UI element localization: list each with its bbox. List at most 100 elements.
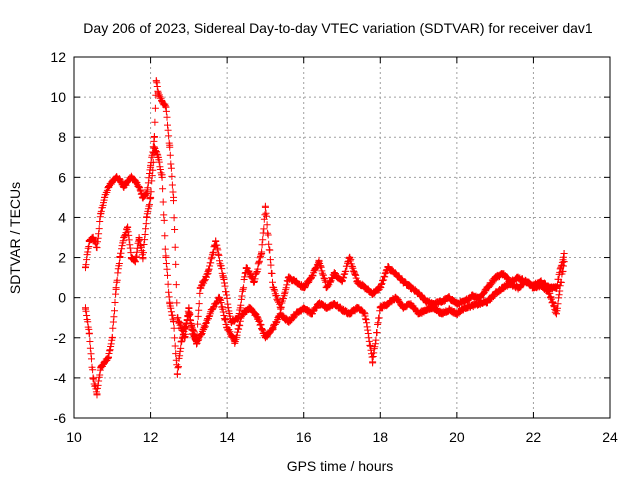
- data-point-s0-42: [277, 304, 285, 312]
- data-point-s1-13: [131, 258, 139, 266]
- data-point-s0-28: [185, 304, 193, 312]
- data-point-s0-24: [170, 193, 178, 201]
- data-point-s1-74: [545, 288, 553, 296]
- data-point-s0-68: [476, 294, 484, 302]
- data-point-s1-56: [407, 300, 415, 308]
- data-point-s0-59: [407, 284, 415, 292]
- data-point-s0-36: [235, 314, 243, 322]
- data-point-s0-35: [227, 318, 235, 326]
- data-point-s0-9: [116, 175, 124, 183]
- data-point-s1-73: [537, 282, 545, 290]
- data-point-s1-66: [483, 298, 491, 306]
- data-point-s1-8: [112, 284, 120, 292]
- data-point-s0-63: [438, 298, 446, 306]
- data-point-s0-66: [461, 298, 469, 306]
- data-point-s0-79: [560, 250, 568, 258]
- data-point-s0-29: [189, 330, 197, 338]
- data-point-s0-46: [307, 274, 315, 282]
- data-point-s1-25: [177, 338, 185, 346]
- data-point-s1-62: [453, 310, 461, 318]
- data-point-s1-65: [476, 300, 484, 308]
- y-tick-label: 6: [58, 169, 66, 185]
- data-point-s1-49: [353, 304, 361, 312]
- data-point-s1-23: [170, 318, 178, 326]
- y-tick-label: 12: [50, 49, 66, 65]
- data-point-s0-55: [376, 284, 384, 292]
- data-point-s1-29: [200, 324, 208, 332]
- data-point-s1-3: [93, 390, 101, 398]
- data-point-s1-31: [215, 294, 223, 302]
- x-tick-label: 12: [143, 429, 159, 445]
- data-point-s1-53: [384, 300, 392, 308]
- data-point-s1-48: [346, 310, 354, 318]
- y-tick-label: 4: [58, 209, 66, 225]
- y-tick-label: -6: [54, 410, 67, 426]
- data-point-s1-71: [522, 278, 530, 286]
- data-point-s0-0: [81, 264, 89, 272]
- data-point-s1-52: [376, 304, 384, 312]
- data-point-s1-12: [127, 254, 135, 262]
- data-point-s0-40: [261, 203, 269, 211]
- y-tick-label: 0: [58, 290, 66, 306]
- data-point-s0-48: [323, 284, 331, 292]
- data-point-s1-54: [392, 294, 400, 302]
- data-point-s0-43: [284, 274, 292, 282]
- data-point-s1-41: [292, 310, 300, 318]
- data-point-s1-63: [461, 304, 469, 312]
- data-point-s1-22: [166, 300, 174, 308]
- data-point-s0-21: [158, 97, 166, 105]
- data-point-s1-68: [499, 284, 507, 292]
- data-point-s0-19: [152, 77, 160, 85]
- data-point-s1-42: [300, 304, 308, 312]
- data-point-s1-37: [261, 334, 269, 342]
- data-point-s0-52: [353, 278, 361, 286]
- data-point-s0-10: [120, 183, 128, 191]
- data-point-s0-38: [250, 278, 258, 286]
- data-point-s1-28: [193, 340, 201, 348]
- data-point-s0-39: [258, 250, 266, 258]
- data-point-s0-64: [445, 294, 453, 302]
- data-point-s0-2: [89, 234, 97, 241]
- data-point-s0-73: [514, 274, 522, 282]
- data-point-s1-40: [284, 318, 292, 326]
- data-point-s1-18: [150, 143, 158, 151]
- data-point-s0-6: [104, 183, 112, 191]
- data-point-s1-33: [231, 338, 239, 346]
- y-axis-label: SDTVAR / TECUs: [7, 182, 23, 294]
- y-tick-label: -2: [54, 330, 67, 346]
- data-point-s0-67: [468, 292, 476, 300]
- data-point-s1-9: [116, 254, 124, 262]
- data-point-s1-47: [338, 306, 346, 314]
- data-point-s1-10: [120, 234, 128, 241]
- data-point-s0-47: [315, 258, 323, 266]
- data-point-s1-67: [491, 290, 499, 298]
- data-point-s0-8: [112, 173, 120, 181]
- data-point-s1-30: [208, 306, 216, 314]
- data-point-s1-0: [81, 304, 89, 312]
- data-point-s0-34: [219, 274, 227, 282]
- data-point-s1-70: [514, 284, 522, 292]
- data-point-s0-33: [212, 238, 220, 246]
- data-point-s0-71: [499, 270, 507, 278]
- data-point-s1-45: [323, 304, 331, 312]
- data-point-s1-60: [438, 310, 446, 318]
- data-point-s1-46: [330, 300, 338, 308]
- data-point-s1-34: [238, 310, 246, 318]
- data-point-s0-70: [491, 274, 499, 282]
- data-point-s0-1: [85, 238, 93, 246]
- x-axis-label: GPS time / hours: [287, 458, 394, 474]
- data-point-s0-18: [150, 133, 158, 141]
- data-point-s0-27: [181, 334, 189, 342]
- data-point-s0-61: [422, 298, 430, 306]
- data-point-s1-39: [277, 310, 285, 318]
- data-point-s0-56: [384, 264, 392, 272]
- data-point-s1-59: [430, 304, 438, 312]
- data-point-s1-4: [97, 364, 105, 372]
- data-point-s1-24: [173, 370, 181, 378]
- data-point-s0-32: [204, 270, 212, 278]
- data-point-s0-57: [392, 270, 400, 278]
- data-point-s0-15: [139, 193, 147, 201]
